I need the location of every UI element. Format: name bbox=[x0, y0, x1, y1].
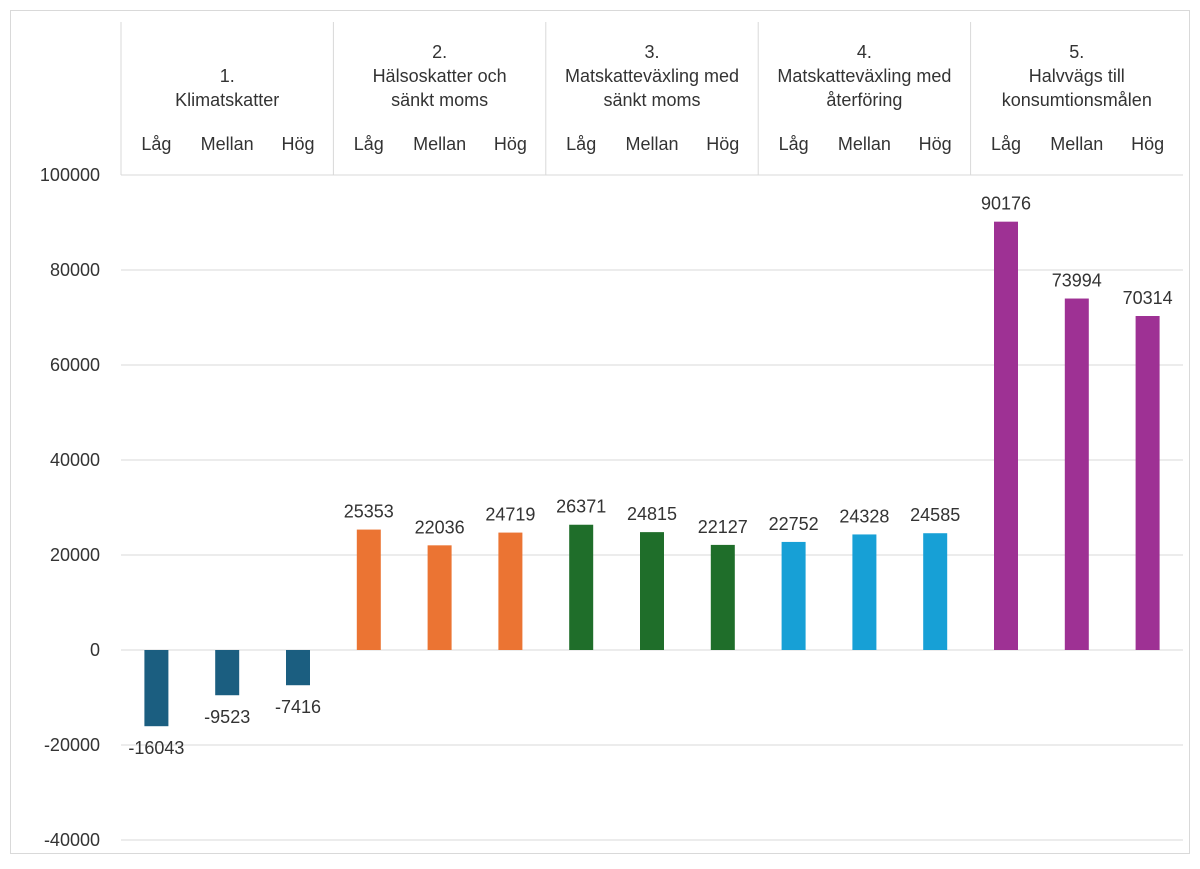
category-label: Hög bbox=[281, 134, 314, 154]
group-number-label: 2. bbox=[432, 42, 447, 62]
data-label: 73994 bbox=[1052, 271, 1102, 291]
group-name-label: Hälsoskatter och bbox=[373, 66, 507, 86]
y-tick-label: -40000 bbox=[44, 830, 100, 850]
category-label: Låg bbox=[566, 134, 596, 154]
group-number-label: 3. bbox=[644, 42, 659, 62]
data-label: -9523 bbox=[204, 707, 250, 727]
bar bbox=[640, 532, 664, 650]
bar bbox=[215, 650, 240, 696]
group-number-label: 5. bbox=[1069, 42, 1084, 62]
data-label: 25353 bbox=[344, 502, 394, 522]
chart-border bbox=[10, 10, 1190, 854]
category-label: Mellan bbox=[201, 134, 254, 154]
group-name-label: Matskatteväxling med bbox=[777, 66, 951, 86]
data-label: 24585 bbox=[910, 505, 960, 525]
data-label: 22752 bbox=[769, 514, 819, 534]
bar bbox=[427, 545, 452, 650]
group-name-label: återföring bbox=[826, 90, 902, 110]
category-label: Mellan bbox=[838, 134, 891, 154]
data-label: -7416 bbox=[275, 697, 321, 717]
data-label: -16043 bbox=[128, 738, 184, 758]
bars bbox=[144, 221, 1160, 727]
group-name-label: sänkt moms bbox=[603, 90, 700, 110]
bar bbox=[781, 541, 806, 650]
data-label: 90176 bbox=[981, 194, 1031, 214]
category-label: Låg bbox=[991, 134, 1021, 154]
bar bbox=[356, 529, 381, 650]
category-label: Hög bbox=[706, 134, 739, 154]
y-tick-label: 60000 bbox=[50, 355, 100, 375]
group-name-label: Klimatskatter bbox=[175, 90, 279, 110]
bar bbox=[994, 221, 1018, 650]
category-label: Låg bbox=[779, 134, 809, 154]
data-label: 70314 bbox=[1123, 288, 1173, 308]
group-name-label: Halvvägs till bbox=[1029, 66, 1125, 86]
bar bbox=[286, 650, 310, 686]
group-number-label: 1. bbox=[220, 66, 235, 86]
bar bbox=[923, 533, 948, 650]
category-label: Mellan bbox=[1050, 134, 1103, 154]
category-header: 1. Klimatskatter Låg Mellan Hög 2. Hälsoskatte… bbox=[120, 22, 1164, 175]
category-label: Låg bbox=[141, 134, 171, 154]
y-tick-label: 100000 bbox=[40, 165, 100, 185]
y-tick-label: 80000 bbox=[50, 260, 100, 280]
category-label: Hög bbox=[1131, 134, 1164, 154]
category-label: Mellan bbox=[625, 134, 678, 154]
y-tick-label: -20000 bbox=[44, 735, 100, 755]
bar bbox=[498, 532, 523, 650]
y-tick-label: 0 bbox=[90, 640, 100, 660]
y-axis: 100000 80000 60000 40000 20000 0 -20000 -40000 bbox=[40, 165, 100, 850]
data-label: 24815 bbox=[627, 504, 677, 524]
data-label: 22127 bbox=[698, 517, 748, 537]
group-number-label: 4. bbox=[857, 42, 872, 62]
bar bbox=[569, 524, 594, 650]
bar bbox=[852, 534, 877, 650]
bar bbox=[144, 650, 169, 727]
bar bbox=[1064, 298, 1089, 650]
data-label: 24328 bbox=[839, 506, 889, 526]
data-label: 26371 bbox=[556, 497, 606, 517]
group-name-label: Matskatteväxling med bbox=[565, 66, 739, 86]
data-label: 24719 bbox=[485, 505, 535, 525]
y-tick-label: 40000 bbox=[50, 450, 100, 470]
bar bbox=[1135, 316, 1160, 650]
category-label: Mellan bbox=[413, 134, 466, 154]
data-labels: -16043 -9523 -7416 25353 22036 24719 26371 2481… bbox=[128, 194, 1172, 759]
category-label: Låg bbox=[354, 134, 384, 154]
group-name-label: sänkt moms bbox=[391, 90, 488, 110]
data-label: 22036 bbox=[415, 517, 465, 537]
group-name-label: konsumtionsmålen bbox=[1002, 90, 1152, 110]
category-label: Hög bbox=[919, 134, 952, 154]
bar bbox=[710, 544, 735, 650]
category-label: Hög bbox=[494, 134, 527, 154]
y-tick-label: 20000 bbox=[50, 545, 100, 565]
